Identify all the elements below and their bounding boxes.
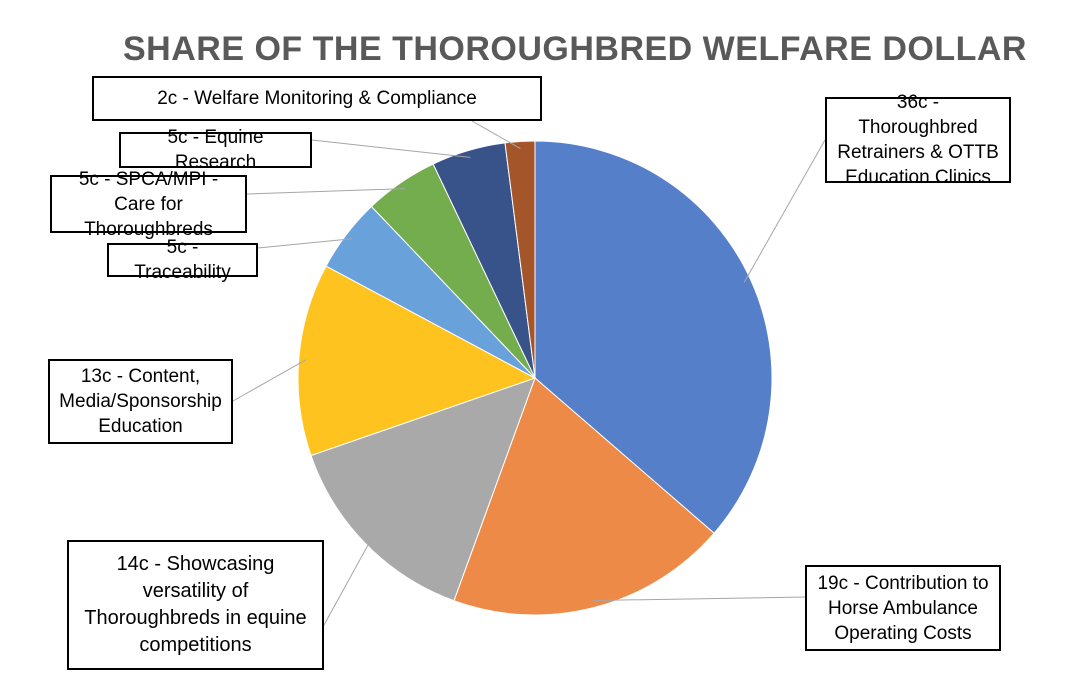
pie-slice-content xyxy=(297,265,537,457)
leader-line-retrainers xyxy=(743,139,826,283)
slice-label-ambulance: 19c - Contribution to Horse Ambulance Op… xyxy=(805,565,1001,651)
leader-line-spca xyxy=(246,188,405,195)
slice-label-spca: 5c - SPCA/MPI - Care for Thoroughbreds xyxy=(50,169,247,240)
slice-label-content: 13c - Content, Media/Sponsorship Educati… xyxy=(48,359,233,444)
pie-slice-monitoring xyxy=(504,140,536,379)
leader-line-research xyxy=(311,139,471,158)
slice-label-traceability: 5c - Traceability xyxy=(107,237,258,283)
pie-slice-showcasing xyxy=(310,377,536,602)
leader-line-traceability xyxy=(257,238,353,249)
pie-slice-ambulance xyxy=(453,377,715,616)
leader-line-ambulance xyxy=(592,596,806,602)
leader-line-monitoring xyxy=(471,120,521,150)
leader-line-content xyxy=(232,359,307,402)
slice-label-research: 5c - Equine Research xyxy=(119,127,312,173)
chart-title: SHARE OF THE THOROUGHBRED WELFARE DOLLAR xyxy=(123,30,1027,68)
slice-label-monitoring: 2c - Welfare Monitoring & Compliance xyxy=(92,76,542,121)
slice-label-showcasing: 14c - Showcasing versatility of Thorough… xyxy=(67,540,324,670)
slice-label-retrainers: 36c - Thoroughbred Retrainers & OTTB Edu… xyxy=(825,92,1011,188)
leader-line-showcasing xyxy=(323,539,372,626)
pie-slice-retrainers xyxy=(534,140,773,534)
